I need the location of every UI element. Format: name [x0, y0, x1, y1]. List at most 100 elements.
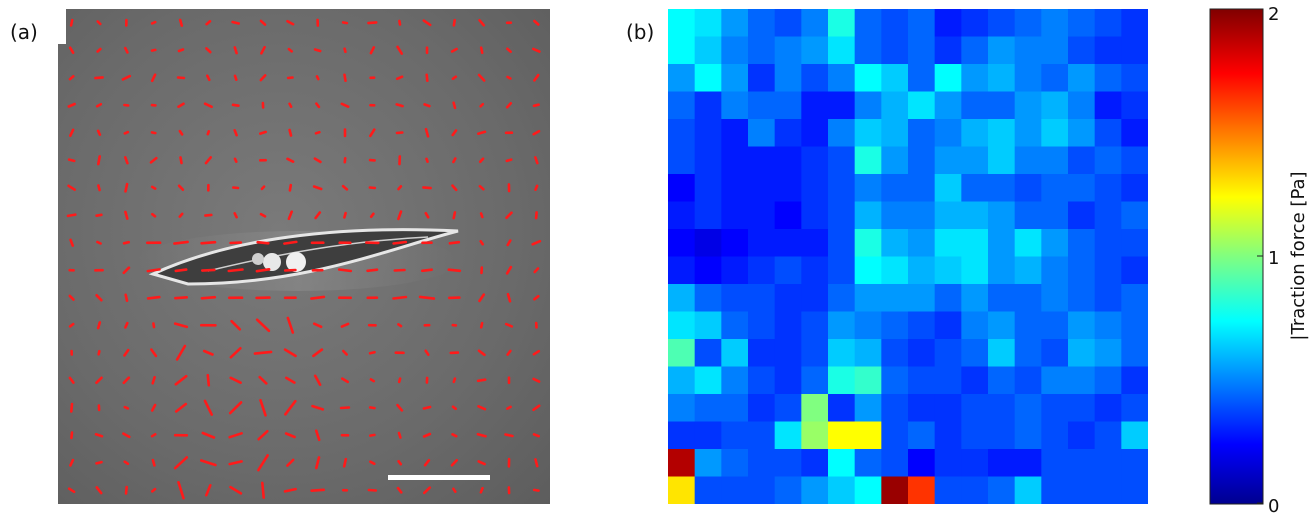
traction-vector: [312, 322, 323, 329]
traction-vector: [478, 184, 485, 191]
traction-vector: [177, 184, 185, 191]
heatmap-cell: [881, 201, 909, 230]
heatmap-cell: [721, 36, 749, 65]
heatmap-cell: [961, 64, 989, 92]
traction-vector: [368, 128, 376, 138]
heatmap-cell: [668, 174, 696, 202]
traction-vector: [122, 266, 131, 275]
heatmap-cell: [694, 9, 722, 37]
traction-vector: [174, 295, 188, 300]
heatmap-cell: [961, 36, 989, 65]
traction-vector: [123, 348, 130, 357]
heatmap-cell: [1014, 229, 1042, 257]
traction-vector: [392, 295, 408, 300]
heatmap-cell: [988, 174, 1016, 202]
traction-vector: [532, 404, 541, 412]
heatmap-cell: [1014, 476, 1042, 504]
traction-vector: [205, 20, 212, 26]
heatmap-cell: [828, 174, 856, 202]
traction-vector: [533, 267, 540, 274]
heatmap-cell: [908, 36, 936, 65]
heatmap-cell: [934, 91, 962, 120]
traction-vector: [68, 75, 75, 81]
heatmap-cell: [721, 449, 749, 477]
traction-vector: [286, 76, 294, 80]
traction-vector: [479, 102, 485, 108]
traction-vector: [287, 210, 293, 221]
heatmap-cell: [1041, 311, 1069, 340]
heatmap-cell: [1014, 311, 1042, 340]
heatmap-cell: [908, 284, 936, 312]
heatmap-cell: [1121, 311, 1148, 340]
traction-vector: [95, 293, 103, 302]
heatmap-cell: [748, 256, 776, 285]
heatmap-cell: [694, 339, 722, 367]
traction-vector: [124, 321, 129, 329]
traction-vector: [288, 183, 293, 192]
traction-vector: [451, 432, 458, 438]
traction-vector: [423, 458, 431, 467]
traction-vector: [479, 321, 484, 329]
traction-vector: [205, 47, 212, 54]
heatmap-cell: [801, 256, 829, 285]
traction-vector: [96, 240, 102, 245]
heatmap-cell: [934, 146, 962, 175]
traction-vector: [179, 156, 183, 165]
heatmap-cell: [881, 119, 909, 147]
heatmap-cell: [854, 311, 882, 340]
traction-vector: [205, 483, 212, 497]
heatmap-cell: [828, 311, 856, 340]
heatmap-cell: [988, 119, 1016, 147]
heatmap-cell: [828, 421, 856, 450]
traction-vector: [284, 432, 296, 439]
heatmap-cell: [1094, 174, 1122, 202]
heatmap-cell: [694, 366, 722, 395]
heatmap-cell: [668, 9, 696, 37]
traction-vector: [261, 481, 265, 499]
traction-vector: [229, 346, 242, 359]
heatmap-cell: [1041, 339, 1069, 367]
heatmap-cell: [1068, 119, 1096, 147]
traction-vector: [285, 376, 296, 384]
traction-vector: [121, 74, 132, 81]
heatmap-cell: [668, 229, 696, 257]
traction-vector: [532, 488, 540, 492]
heatmap-cell: [774, 201, 802, 230]
traction-vector: [229, 241, 243, 245]
traction-vector: [397, 323, 403, 328]
heatmap-cell: [694, 256, 722, 285]
heatmap-cell: [721, 256, 749, 285]
heatmap-cell: [1068, 394, 1096, 422]
traction-vector: [229, 485, 243, 495]
heatmap-cell: [721, 201, 749, 230]
heatmap-cell: [774, 449, 802, 477]
traction-vector: [477, 73, 486, 82]
heatmap-cell: [801, 91, 829, 120]
heatmap-cell: [1041, 284, 1069, 312]
heatmap-cell: [1068, 256, 1096, 285]
traction-vector: [69, 238, 74, 247]
traction-vector: [70, 431, 74, 440]
colorbar: 2 1 0 |Traction force [Pa]: [1209, 4, 1309, 514]
traction-vector: [177, 102, 185, 108]
heatmap-cell: [1121, 9, 1148, 37]
traction-vector: [286, 458, 295, 467]
heatmap-cell: [748, 36, 776, 65]
heatmap-cell: [828, 366, 856, 395]
traction-vector: [233, 46, 238, 55]
heatmap-cell: [801, 476, 829, 504]
traction-vector: [150, 185, 157, 190]
heatmap-cell: [1121, 256, 1148, 285]
traction-vector: [366, 268, 379, 273]
heatmap-cell: [934, 201, 962, 230]
heatmap-cell: [694, 476, 722, 504]
scale-bar: [388, 475, 490, 480]
traction-vector: [533, 294, 540, 301]
heatmap-cell: [854, 284, 882, 312]
traction-vector: [95, 486, 103, 495]
heatmap-cell: [961, 449, 989, 477]
heatmap-cell: [1068, 91, 1096, 120]
traction-vector: [342, 457, 348, 468]
traction-vector: [504, 322, 514, 328]
heatmap-cell: [694, 64, 722, 92]
